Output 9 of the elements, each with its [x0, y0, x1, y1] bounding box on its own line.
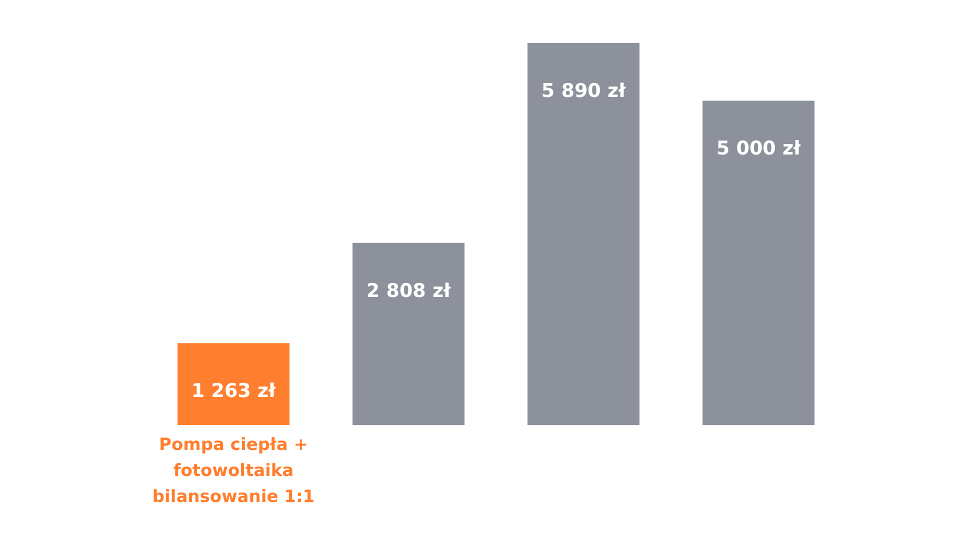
data-label: 5 890 zł [541, 80, 627, 102]
data-label: 2 808 zł [366, 280, 452, 302]
data-label: 1 263 zł [191, 380, 277, 402]
bar [352, 242, 464, 425]
x-tick-label: Pompa ciepła + fotowoltaika bilansowanie 1:1 [152, 435, 315, 507]
bar [702, 100, 814, 425]
data-label: 5 000 zł [716, 138, 802, 160]
bar [178, 343, 290, 425]
bar [528, 43, 640, 425]
